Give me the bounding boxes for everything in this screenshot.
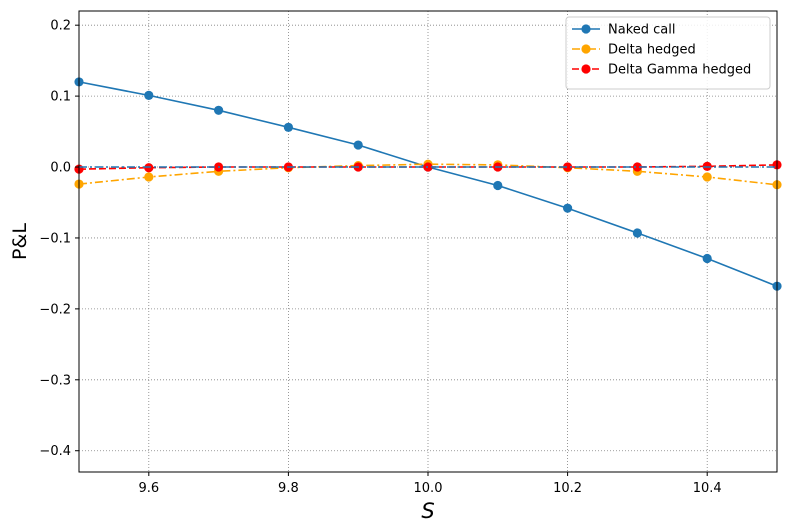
legend-item: Naked call (572, 23, 675, 38)
x-tick-label: 9.6 (138, 481, 159, 496)
data-point (632, 228, 643, 238)
legend-label: Delta Gamma hedged (608, 63, 751, 78)
y-tick-label: −0.4 (39, 444, 71, 459)
data-point (144, 172, 154, 182)
legend-item: Delta hedged (572, 43, 696, 58)
y-tick-label: −0.1 (39, 231, 71, 246)
series-naked-call (74, 77, 782, 291)
legend-box (565, 16, 771, 90)
y-tick-label: 0.1 (50, 90, 71, 105)
series-layer (74, 77, 782, 291)
data-point (493, 180, 503, 191)
legend-marker (581, 44, 591, 54)
y-tick-label: −0.2 (39, 302, 71, 317)
series-line (78, 163, 778, 186)
legend-item: Delta Gamma hedged (572, 63, 751, 78)
y-axis-label: P&L (9, 223, 31, 260)
x-tick-label: 10.4 (693, 481, 722, 496)
data-point (144, 90, 154, 100)
legend-marker (581, 64, 591, 74)
axis-ticks: 9.6 9.8 10.0 10.2 10.4 −0.4 −0.3 −0.2 −0.1 0.0 0.1… (39, 19, 721, 496)
y-tick-label: 0.2 (50, 19, 71, 34)
data-point (632, 162, 643, 172)
x-axis-label: S (421, 499, 434, 523)
x-tick-label: 10.0 (414, 481, 443, 496)
x-tick-label: 9.8 (278, 481, 299, 496)
y-tick-label: −0.3 (39, 373, 71, 388)
legend-marker (581, 24, 591, 34)
legend-label: Naked call (608, 23, 675, 38)
series-line (78, 81, 778, 287)
y-tick-label: 0.0 (50, 161, 71, 176)
data-point (702, 253, 712, 264)
data-point (353, 140, 363, 150)
legend-label: Delta hedged (608, 43, 696, 58)
x-tick-label: 10.2 (553, 481, 582, 496)
data-point (214, 105, 224, 115)
data-point (283, 122, 293, 132)
legend: Naked call Delta hedged Delta Gamma hedged (565, 16, 771, 90)
data-point (702, 172, 712, 182)
data-point (563, 203, 573, 213)
data-point (563, 162, 573, 172)
